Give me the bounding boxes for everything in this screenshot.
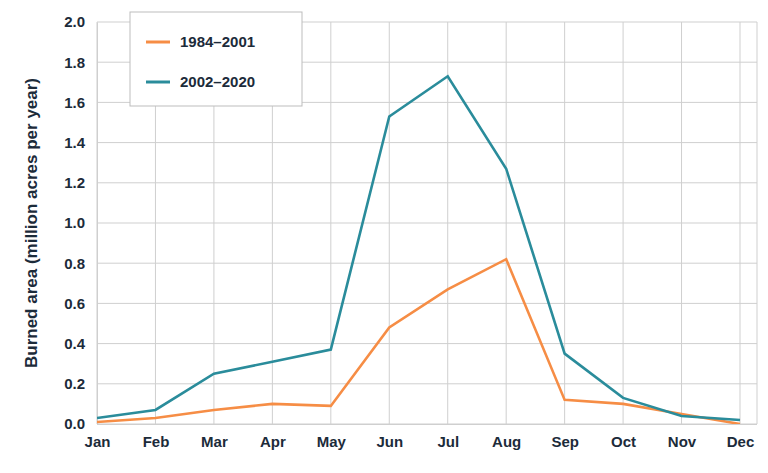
- x-tick: Jul: [437, 424, 459, 450]
- x-tick-label: Dec: [727, 433, 755, 450]
- y-tick-label: 0.4: [64, 335, 86, 352]
- y-axis: 0.0 0.2 0.4 0.6 0.8 1.0 1.2 1.4 1.6 1.8 2.0: [64, 13, 97, 432]
- x-tick: Sep: [551, 424, 579, 450]
- grid: [97, 22, 757, 424]
- y-tick: 0.0: [64, 415, 97, 432]
- grid-line-x: [564, 22, 565, 424]
- legend-label: 1984–2001: [180, 33, 255, 50]
- y-tick-label: 1.4: [64, 134, 86, 151]
- y-axis-title: Burned area (million acres per year): [22, 78, 41, 368]
- grid-line-x: [447, 22, 448, 424]
- x-tick: Jun: [376, 424, 403, 450]
- x-tick: Nov: [668, 424, 697, 450]
- y-tick: 1.0: [64, 214, 97, 231]
- grid-line-x: [506, 22, 507, 424]
- plot-frame: [757, 22, 758, 424]
- grid-line-x: [389, 22, 390, 424]
- y-tick: 1.6: [64, 94, 97, 111]
- x-tick: Oct: [611, 424, 636, 450]
- grid-line-y: [97, 263, 757, 264]
- legend-swatch: [146, 81, 170, 84]
- x-tick: Jan: [85, 424, 111, 450]
- y-tick-label: 0.8: [64, 255, 85, 272]
- y-tick-label: 0.0: [64, 415, 85, 432]
- y-tick-label: 1.0: [64, 214, 85, 231]
- grid-line-y: [97, 343, 757, 344]
- y-tick: 1.2: [64, 174, 97, 191]
- chart: 0.0 0.2 0.4 0.6 0.8 1.0 1.2 1.4 1.6 1.8 2.0 Jan Feb M…: [0, 0, 768, 473]
- grid-line-y: [97, 182, 757, 183]
- grid-line-x: [740, 22, 741, 424]
- legend-label: 2002–2020: [180, 73, 255, 90]
- x-tick-label: Oct: [611, 433, 636, 450]
- y-axis-line: [97, 23, 98, 425]
- series-line: [97, 259, 740, 424]
- y-tick: 1.4: [64, 134, 97, 151]
- y-tick: 0.4: [64, 335, 97, 352]
- y-tick: 2.0: [64, 13, 97, 30]
- x-tick-label: Nov: [668, 433, 697, 450]
- y-tick-label: 2.0: [64, 13, 85, 30]
- x-axis-baseline: [97, 424, 757, 425]
- x-tick-label: Jul: [437, 433, 459, 450]
- y-tick-label: 0.2: [64, 375, 85, 392]
- legend-swatch: [146, 41, 170, 44]
- x-tick-label: Sep: [551, 433, 579, 450]
- y-tick: 0.8: [64, 255, 97, 272]
- x-tick: Apr: [260, 424, 286, 450]
- x-tick-label: Jun: [376, 433, 403, 450]
- y-tick: 1.8: [64, 54, 97, 71]
- x-tick-label: Aug: [492, 433, 521, 450]
- grid-line-y: [97, 142, 757, 143]
- grid-line-x: [330, 22, 331, 424]
- y-tick-label: 1.8: [64, 54, 85, 71]
- x-tick: Dec: [727, 424, 755, 450]
- x-tick-label: Feb: [143, 433, 170, 450]
- series-line: [97, 76, 740, 420]
- y-tick-label: 1.2: [64, 174, 85, 191]
- grid-line-y: [97, 424, 757, 425]
- lines: [97, 76, 740, 424]
- y-tick: 0.6: [64, 295, 97, 312]
- x-tick-label: May: [317, 433, 347, 450]
- x-axis: Jan Feb Mar Apr May Jun Jul Aug Sep Oct Nov Dec: [85, 424, 757, 450]
- y-tick-label: 1.6: [64, 94, 85, 111]
- grid-line-x: [681, 22, 682, 424]
- x-tick: Feb: [143, 424, 170, 450]
- x-tick: May: [317, 424, 347, 450]
- grid-line-x: [97, 22, 98, 424]
- legend: 1984–2001 2002–2020: [130, 12, 302, 106]
- x-tick-label: Apr: [260, 433, 286, 450]
- grid-line-y: [97, 223, 757, 224]
- y-tick-label: 0.6: [64, 295, 85, 312]
- x-tick: Mar: [201, 424, 228, 450]
- x-tick-label: Mar: [201, 433, 228, 450]
- x-tick: Aug: [492, 424, 521, 450]
- y-tick: 0.2: [64, 375, 97, 392]
- legend-box: [130, 12, 302, 106]
- x-tick-label: Jan: [85, 433, 111, 450]
- grid-line-x: [623, 22, 624, 424]
